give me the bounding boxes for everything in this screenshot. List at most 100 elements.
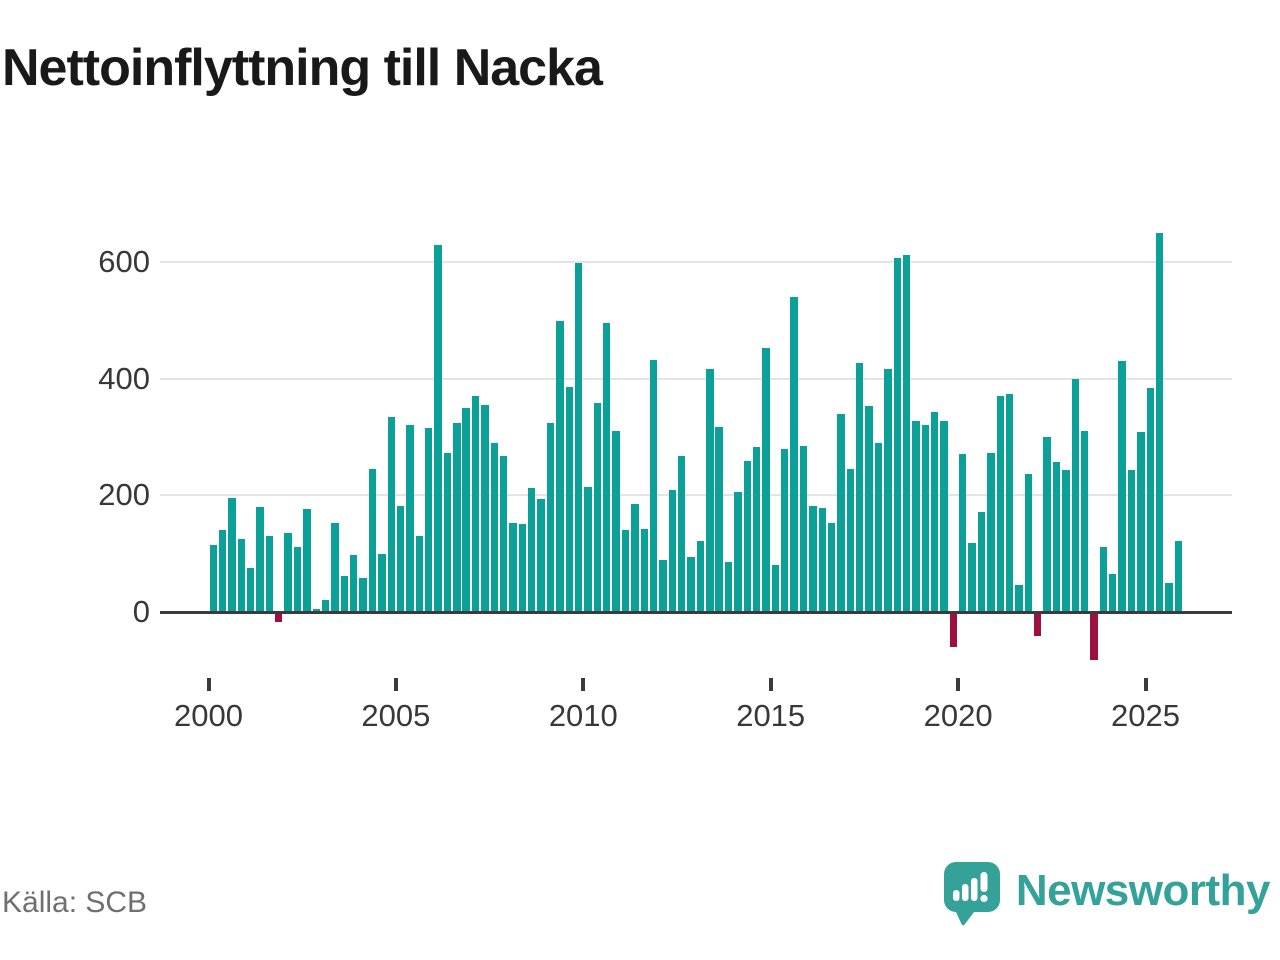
bar (603, 323, 611, 612)
bar (912, 421, 920, 612)
bar (1099, 546, 1108, 612)
chart-title: Nettoinflyttning till Nacka (2, 39, 603, 97)
x-axis-tick-label: 2015 (736, 698, 806, 733)
bar (659, 560, 667, 612)
bar (621, 529, 630, 612)
bar (1005, 393, 1014, 612)
y-axis-tick-label: 400 (98, 360, 150, 396)
bar (321, 600, 330, 612)
newsworthy-bubble-chart-icon (942, 860, 1002, 926)
bar (1137, 431, 1145, 612)
bar (846, 469, 855, 612)
bar (696, 541, 705, 612)
x-axis-tick (393, 678, 398, 691)
bar (930, 412, 939, 612)
bar (818, 508, 826, 612)
bar (1043, 436, 1051, 612)
bar (425, 427, 433, 612)
bar (1052, 462, 1061, 612)
bar (396, 505, 405, 612)
bar (1165, 582, 1173, 612)
newsworthy-logo[interactable]: Newsworthy (942, 860, 1271, 926)
y-gridline (160, 377, 1232, 380)
bar (378, 553, 386, 612)
bar-negative (1090, 613, 1098, 661)
x-axis-tick (768, 678, 773, 691)
bar (350, 554, 358, 612)
bar (293, 546, 302, 612)
bar (565, 386, 573, 612)
x-axis-tick-label: 2025 (1111, 698, 1180, 733)
bar (406, 424, 414, 612)
source-note: Källa: SCB (2, 886, 148, 919)
y-axis-tick-label: 600 (98, 244, 150, 280)
bar (771, 565, 780, 612)
bar (490, 442, 498, 612)
bar (1155, 233, 1164, 612)
bar (678, 456, 686, 612)
bar (528, 488, 536, 612)
bar (968, 542, 976, 612)
bar (546, 423, 555, 612)
bar (574, 262, 583, 612)
bar (987, 453, 995, 612)
bar (237, 539, 245, 612)
bar (1174, 541, 1182, 612)
bar (640, 528, 648, 612)
bar (509, 522, 517, 612)
bar (218, 530, 227, 612)
bar (874, 442, 883, 612)
bar (453, 423, 461, 612)
bar (387, 416, 395, 612)
bar (959, 454, 967, 612)
x-axis-tick (206, 678, 211, 691)
bar (809, 506, 817, 612)
bar (1015, 585, 1023, 612)
x-axis-tick (956, 678, 961, 691)
bar (902, 254, 911, 612)
x-axis-tick (581, 678, 586, 691)
bar (752, 447, 761, 612)
bar (724, 562, 733, 612)
bar (312, 608, 320, 612)
bar (1062, 469, 1070, 612)
bar (940, 421, 948, 612)
bar (284, 533, 292, 612)
bar (996, 396, 1004, 612)
bar (415, 536, 424, 612)
bar-negative (275, 613, 283, 623)
bar (1080, 431, 1089, 612)
bar (1024, 473, 1033, 612)
bar (1146, 388, 1154, 612)
y-axis-tick-label: 0 (132, 594, 150, 629)
bar (499, 456, 508, 612)
bar (827, 523, 836, 612)
bar (340, 576, 349, 612)
bar (612, 430, 620, 612)
y-gridline (160, 494, 1232, 497)
bar (1071, 379, 1079, 612)
bar (790, 297, 798, 612)
bar (556, 320, 564, 612)
bar (265, 536, 274, 612)
bar (1109, 573, 1117, 612)
bar (584, 487, 592, 612)
x-axis-tick-label: 2000 (174, 698, 243, 733)
bar (781, 448, 789, 612)
bar (462, 407, 470, 612)
bar (593, 402, 602, 612)
bar (481, 405, 489, 612)
bar (471, 395, 480, 612)
y-gridline (160, 261, 1232, 264)
x-axis-tick-label: 2020 (923, 698, 993, 733)
bar (1127, 469, 1136, 612)
bar (865, 405, 873, 612)
bar (977, 512, 986, 612)
bar (246, 568, 255, 612)
bar (331, 522, 339, 612)
bar (443, 453, 452, 612)
x-axis-line (160, 610, 1232, 614)
bar (303, 508, 311, 612)
